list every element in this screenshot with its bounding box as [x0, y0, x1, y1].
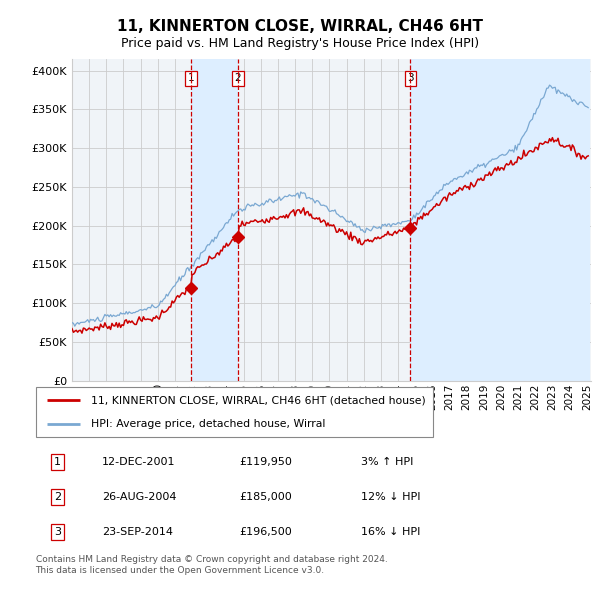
Text: 26-AUG-2004: 26-AUG-2004	[102, 492, 176, 502]
Text: 12% ↓ HPI: 12% ↓ HPI	[361, 492, 421, 502]
Text: 1: 1	[188, 73, 194, 83]
Text: Price paid vs. HM Land Registry's House Price Index (HPI): Price paid vs. HM Land Registry's House …	[121, 37, 479, 50]
Bar	[410, 59, 590, 381]
Text: Contains HM Land Registry data © Crown copyright and database right 2024.
This d: Contains HM Land Registry data © Crown c…	[35, 555, 387, 575]
Text: 3% ↑ HPI: 3% ↑ HPI	[361, 457, 413, 467]
Text: 2: 2	[234, 73, 241, 83]
Text: 11, KINNERTON CLOSE, WIRRAL, CH46 6HT (detached house): 11, KINNERTON CLOSE, WIRRAL, CH46 6HT (d…	[91, 395, 425, 405]
Bar	[191, 59, 238, 381]
Text: 12-DEC-2001: 12-DEC-2001	[102, 457, 175, 467]
Text: HPI: Average price, detached house, Wirral: HPI: Average price, detached house, Wirr…	[91, 419, 325, 430]
Text: 1: 1	[54, 457, 61, 467]
FancyBboxPatch shape	[35, 388, 433, 437]
Text: £196,500: £196,500	[240, 527, 293, 537]
Text: 2: 2	[54, 492, 61, 502]
Text: 11, KINNERTON CLOSE, WIRRAL, CH46 6HT: 11, KINNERTON CLOSE, WIRRAL, CH46 6HT	[117, 19, 483, 34]
Text: £119,950: £119,950	[240, 457, 293, 467]
Text: 23-SEP-2014: 23-SEP-2014	[102, 527, 173, 537]
Text: 16% ↓ HPI: 16% ↓ HPI	[361, 527, 421, 537]
Text: 3: 3	[407, 73, 414, 83]
Text: 3: 3	[54, 527, 61, 537]
Text: £185,000: £185,000	[240, 492, 293, 502]
